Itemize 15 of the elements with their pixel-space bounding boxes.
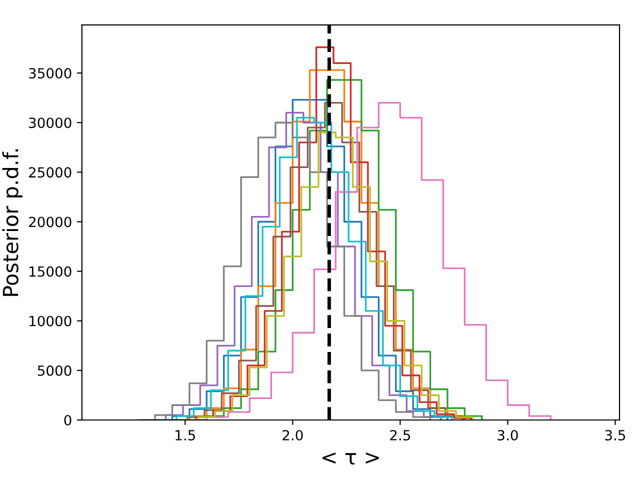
y-axis-title: Posterior p.d.f. bbox=[2, 149, 22, 296]
y-tick-label: 25000 bbox=[29, 167, 72, 178]
y-tick-label: 15000 bbox=[30, 266, 72, 277]
y-tick-label: 30000 bbox=[29, 118, 72, 128]
x-tick-label: 2.0 bbox=[282, 430, 303, 440]
y-tick-label: 20000 bbox=[29, 216, 72, 228]
y-tick-label: 5000 bbox=[38, 365, 72, 376]
x-axis-title: < τ > bbox=[322, 452, 379, 465]
y-tick-label: 35000 bbox=[29, 68, 72, 79]
y-tick-label: 10000 bbox=[30, 316, 72, 326]
x-tick-label: 1.5 bbox=[176, 430, 195, 440]
y-tick-label: 0 bbox=[64, 414, 72, 426]
x-tick-label: 2.5 bbox=[390, 430, 410, 440]
x-tick-label: 3.5 bbox=[605, 430, 626, 440]
x-tick-label: 3.0 bbox=[498, 430, 518, 440]
